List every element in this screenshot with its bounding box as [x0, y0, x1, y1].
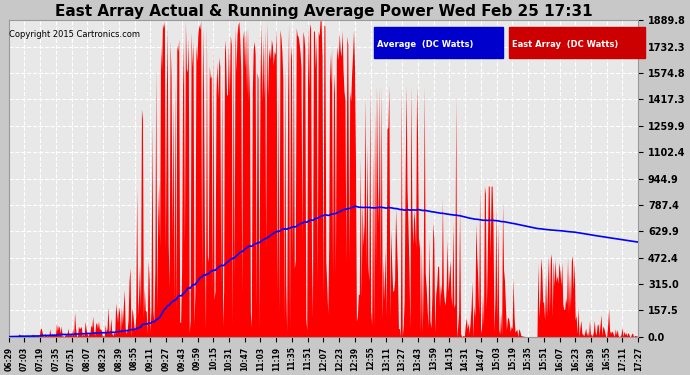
- FancyBboxPatch shape: [374, 27, 503, 58]
- Title: East Array Actual & Running Average Power Wed Feb 25 17:31: East Array Actual & Running Average Powe…: [55, 4, 592, 19]
- FancyBboxPatch shape: [509, 27, 644, 58]
- Text: Average  (DC Watts): Average (DC Watts): [377, 40, 473, 49]
- Text: Copyright 2015 Cartronics.com: Copyright 2015 Cartronics.com: [9, 30, 140, 39]
- Text: East Array  (DC Watts): East Array (DC Watts): [512, 40, 618, 49]
